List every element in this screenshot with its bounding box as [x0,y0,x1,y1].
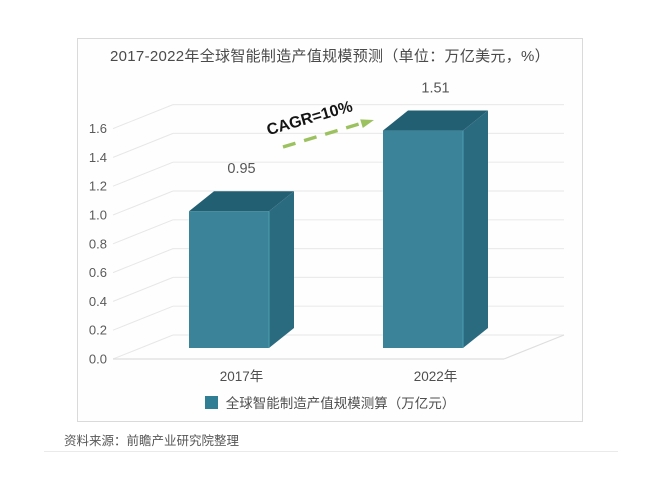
y-tick-label: 0.2 [89,323,107,338]
floor-right-edge [503,334,565,360]
bar [189,211,269,348]
bar-top-face [383,110,488,131]
legend: 全球智能制造产值规模测算（万亿元） [78,394,582,411]
chart-svg: 0.0 0.2 0.4 0.6 0.8 1.0 1.2 1.4 1.6 0.95 2017年 1.51… [89,81,565,384]
cagr-arrow-head-icon [360,119,374,128]
y-tick-label: 0.8 [89,236,107,251]
grid-depth-line [112,132,174,158]
grid-depth-line [112,276,174,302]
grid-depth-line [112,305,174,331]
bar-value-label: 1.51 [421,81,449,97]
bar-top-face [189,191,294,212]
legend-label: 全球智能制造产值规模测算（万亿元） [225,396,456,411]
y-tick-label: 1.6 [89,121,107,136]
grid-depth-line [112,161,174,187]
y-tick-label: 0.4 [89,294,107,309]
grid-depth-line [112,219,174,245]
y-tick-label: 0.6 [89,265,107,280]
bar-side-face [269,191,294,348]
chart-card: 0.0 0.2 0.4 0.6 0.8 1.0 1.2 1.4 1.6 0.95 2017年 1.51… [77,38,583,422]
bar [383,130,463,348]
legend-swatch-icon [204,395,218,409]
chart-title: 2017-2022年全球智能制造产值规模预测（单位：万亿美元，%） [110,48,550,65]
x-category-label: 2022年 [414,369,458,384]
y-tick-label: 0.0 [89,352,107,367]
source-note: 资料来源：前瞻产业研究院整理 [64,434,240,448]
grid-depth-line [112,248,174,274]
bar-value-label: 0.95 [227,161,255,177]
y-tick-label: 1.2 [89,179,107,194]
y-tick-label: 1.0 [89,208,107,223]
grid-depth-line [112,190,174,216]
cagr-arrow-dash [282,122,360,149]
grid-depth-line [112,104,174,130]
bar-side-face [463,110,488,348]
x-category-label: 2017年 [220,369,264,384]
bottom-divider [44,451,618,452]
y-tick-label: 1.4 [89,150,107,165]
grid-depth-line [112,334,174,360]
